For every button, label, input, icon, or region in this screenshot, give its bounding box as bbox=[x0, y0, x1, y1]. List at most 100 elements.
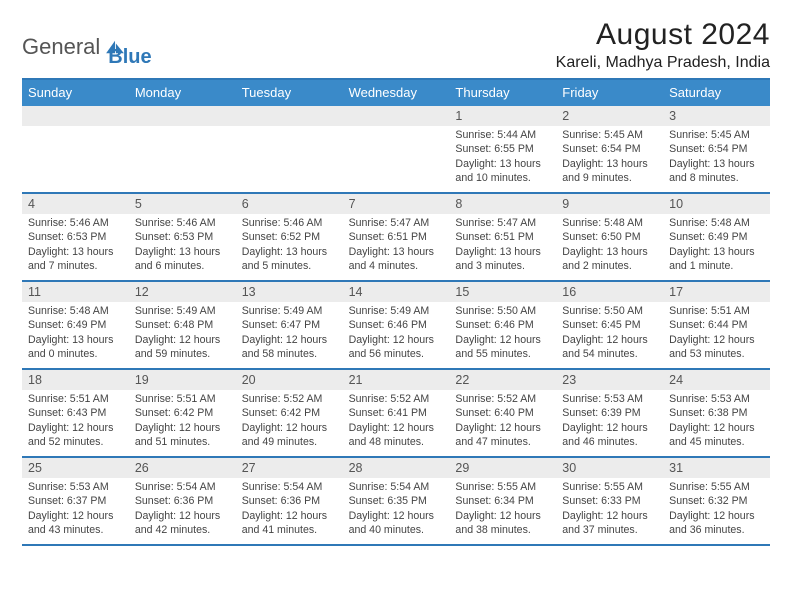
sunset-line: Sunset: 6:41 PM bbox=[349, 406, 444, 420]
daylight-line: Daylight: 12 hours and 36 minutes. bbox=[669, 509, 764, 538]
daylight-line: Daylight: 12 hours and 48 minutes. bbox=[349, 421, 444, 450]
sunrise-line: Sunrise: 5:54 AM bbox=[242, 480, 337, 494]
daylight-line: Daylight: 12 hours and 58 minutes. bbox=[242, 333, 337, 362]
sunset-line: Sunset: 6:53 PM bbox=[28, 230, 123, 244]
day-cell: 17Sunrise: 5:51 AMSunset: 6:44 PMDayligh… bbox=[663, 282, 770, 368]
day-number: 16 bbox=[556, 282, 663, 302]
day-number: 20 bbox=[236, 370, 343, 390]
weekday-header: Sunday bbox=[22, 80, 129, 106]
day-number bbox=[343, 106, 450, 126]
empty-day-cell bbox=[236, 106, 343, 192]
sunrise-line: Sunrise: 5:53 AM bbox=[562, 392, 657, 406]
sunset-line: Sunset: 6:46 PM bbox=[455, 318, 550, 332]
daylight-line: Daylight: 12 hours and 37 minutes. bbox=[562, 509, 657, 538]
daylight-line: Daylight: 12 hours and 47 minutes. bbox=[455, 421, 550, 450]
daylight-line: Daylight: 13 hours and 0 minutes. bbox=[28, 333, 123, 362]
weekday-header: Friday bbox=[556, 80, 663, 106]
day-number bbox=[236, 106, 343, 126]
sunset-line: Sunset: 6:52 PM bbox=[242, 230, 337, 244]
sunset-line: Sunset: 6:47 PM bbox=[242, 318, 337, 332]
day-cell: 12Sunrise: 5:49 AMSunset: 6:48 PMDayligh… bbox=[129, 282, 236, 368]
weeks-container: 1Sunrise: 5:44 AMSunset: 6:55 PMDaylight… bbox=[22, 106, 770, 546]
day-cell: 28Sunrise: 5:54 AMSunset: 6:35 PMDayligh… bbox=[343, 458, 450, 544]
daylight-line: Daylight: 12 hours and 45 minutes. bbox=[669, 421, 764, 450]
daylight-line: Daylight: 12 hours and 59 minutes. bbox=[135, 333, 230, 362]
day-cell: 10Sunrise: 5:48 AMSunset: 6:49 PMDayligh… bbox=[663, 194, 770, 280]
sunrise-line: Sunrise: 5:54 AM bbox=[349, 480, 444, 494]
day-body: Sunrise: 5:51 AMSunset: 6:42 PMDaylight:… bbox=[129, 390, 236, 453]
daylight-line: Daylight: 12 hours and 46 minutes. bbox=[562, 421, 657, 450]
sunset-line: Sunset: 6:53 PM bbox=[135, 230, 230, 244]
sunrise-line: Sunrise: 5:48 AM bbox=[28, 304, 123, 318]
sunset-line: Sunset: 6:46 PM bbox=[349, 318, 444, 332]
day-body: Sunrise: 5:54 AMSunset: 6:36 PMDaylight:… bbox=[129, 478, 236, 541]
logo: General Blue bbox=[22, 24, 152, 69]
day-cell: 27 Sunrise: 5:54 AMSunset: 6:36 PMDayligh… bbox=[236, 458, 343, 544]
day-body: Sunrise: 5:54 AMSunset: 6:35 PMDaylight:… bbox=[343, 478, 450, 541]
day-body: Sunrise: 5:52 AMSunset: 6:40 PMDaylight:… bbox=[449, 390, 556, 453]
sunset-line: Sunset: 6:39 PM bbox=[562, 406, 657, 420]
day-number: 13 bbox=[236, 282, 343, 302]
sunset-line: Sunset: 6:49 PM bbox=[669, 230, 764, 244]
day-cell: 14Sunrise: 5:49 AMSunset: 6:46 PMDayligh… bbox=[343, 282, 450, 368]
sunrise-line: Sunrise: 5:55 AM bbox=[669, 480, 764, 494]
day-number: 24 bbox=[663, 370, 770, 390]
calendar-page: General Blue August 2024 Kareli, Madhya … bbox=[0, 0, 792, 612]
day-body: Sunrise: 5:51 AMSunset: 6:44 PMDaylight:… bbox=[663, 302, 770, 365]
day-number: 1 bbox=[449, 106, 556, 126]
calendar: SundayMondayTuesdayWednesdayThursdayFrid… bbox=[22, 78, 770, 546]
daylight-line: Daylight: 13 hours and 2 minutes. bbox=[562, 245, 657, 274]
day-body: Sunrise: 5:55 AMSunset: 6:33 PMDaylight:… bbox=[556, 478, 663, 541]
day-body: Sunrise: 5:46 AMSunset: 6:53 PMDaylight:… bbox=[129, 214, 236, 277]
day-number: 27 bbox=[236, 458, 343, 478]
day-number: 11 bbox=[22, 282, 129, 302]
sunset-line: Sunset: 6:37 PM bbox=[28, 494, 123, 508]
sunrise-line: Sunrise: 5:53 AM bbox=[669, 392, 764, 406]
day-cell: 24Sunrise: 5:53 AMSunset: 6:38 PMDayligh… bbox=[663, 370, 770, 456]
day-number: 23 bbox=[556, 370, 663, 390]
sunset-line: Sunset: 6:51 PM bbox=[455, 230, 550, 244]
sunrise-line: Sunrise: 5:45 AM bbox=[562, 128, 657, 142]
day-cell: 18Sunrise: 5:51 AMSunset: 6:43 PMDayligh… bbox=[22, 370, 129, 456]
sunrise-line: Sunrise: 5:47 AM bbox=[455, 216, 550, 230]
sunset-line: Sunset: 6:54 PM bbox=[562, 142, 657, 156]
sunrise-line: Sunrise: 5:46 AM bbox=[28, 216, 123, 230]
day-body: Sunrise: 5:46 AMSunset: 6:52 PMDaylight:… bbox=[236, 214, 343, 277]
day-body: Sunrise: 5:53 AMSunset: 6:39 PMDaylight:… bbox=[556, 390, 663, 453]
sunrise-line: Sunrise: 5:51 AM bbox=[669, 304, 764, 318]
sunrise-line: Sunrise: 5:51 AM bbox=[28, 392, 123, 406]
weekday-header: Thursday bbox=[449, 80, 556, 106]
day-cell: 16Sunrise: 5:50 AMSunset: 6:45 PMDayligh… bbox=[556, 282, 663, 368]
day-cell: 29Sunrise: 5:55 AMSunset: 6:34 PMDayligh… bbox=[449, 458, 556, 544]
daylight-line: Daylight: 12 hours and 41 minutes. bbox=[242, 509, 337, 538]
day-cell: 23Sunrise: 5:53 AMSunset: 6:39 PMDayligh… bbox=[556, 370, 663, 456]
day-cell: 7Sunrise: 5:47 AMSunset: 6:51 PMDaylight… bbox=[343, 194, 450, 280]
logo-text-general: General bbox=[22, 34, 100, 60]
weekday-header: Saturday bbox=[663, 80, 770, 106]
empty-day-cell bbox=[22, 106, 129, 192]
day-cell: 20Sunrise: 5:52 AMSunset: 6:42 PMDayligh… bbox=[236, 370, 343, 456]
day-number: 7 bbox=[343, 194, 450, 214]
sunset-line: Sunset: 6:42 PM bbox=[135, 406, 230, 420]
day-cell: 21Sunrise: 5:52 AMSunset: 6:41 PMDayligh… bbox=[343, 370, 450, 456]
sunrise-line: Sunrise: 5:55 AM bbox=[562, 480, 657, 494]
sunrise-line: Sunrise: 5:50 AM bbox=[562, 304, 657, 318]
day-body: Sunrise: 5:55 AMSunset: 6:34 PMDaylight:… bbox=[449, 478, 556, 541]
sunset-line: Sunset: 6:36 PM bbox=[242, 494, 337, 508]
day-cell: 13Sunrise: 5:49 AMSunset: 6:47 PMDayligh… bbox=[236, 282, 343, 368]
day-number: 14 bbox=[343, 282, 450, 302]
day-number: 8 bbox=[449, 194, 556, 214]
sunset-line: Sunset: 6:36 PM bbox=[135, 494, 230, 508]
sunset-line: Sunset: 6:49 PM bbox=[28, 318, 123, 332]
day-body: Sunrise: 5:49 AMSunset: 6:48 PMDaylight:… bbox=[129, 302, 236, 365]
day-body: Sunrise: 5:53 AMSunset: 6:38 PMDaylight:… bbox=[663, 390, 770, 453]
logo-text-blue: Blue bbox=[108, 46, 151, 69]
day-body: Sunrise: 5:48 AMSunset: 6:50 PMDaylight:… bbox=[556, 214, 663, 277]
day-number: 2 bbox=[556, 106, 663, 126]
sunrise-line: Sunrise: 5:55 AM bbox=[455, 480, 550, 494]
day-cell: 22Sunrise: 5:52 AMSunset: 6:40 PMDayligh… bbox=[449, 370, 556, 456]
day-cell: 6Sunrise: 5:46 AMSunset: 6:52 PMDaylight… bbox=[236, 194, 343, 280]
day-number: 28 bbox=[343, 458, 450, 478]
day-body: Sunrise: 5:48 AMSunset: 6:49 PMDaylight:… bbox=[22, 302, 129, 365]
sunrise-line: Sunrise: 5:50 AM bbox=[455, 304, 550, 318]
